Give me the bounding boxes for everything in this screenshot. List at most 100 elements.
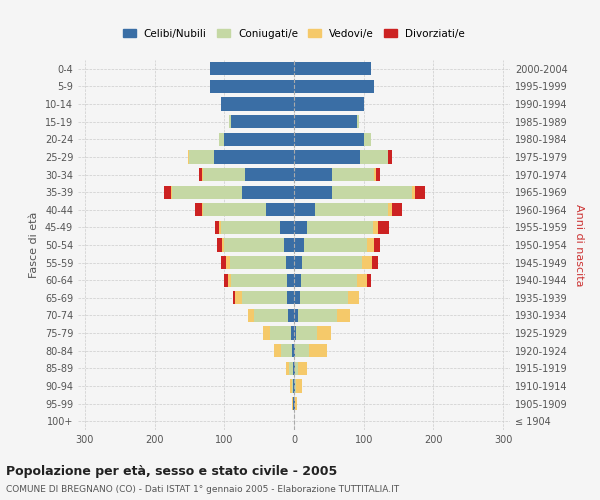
Bar bbox=[332, 186, 412, 198]
Bar bbox=[217, 238, 222, 252]
Bar bbox=[388, 203, 392, 216]
Bar bbox=[360, 150, 388, 164]
Bar bbox=[310, 344, 327, 358]
Y-axis label: Fasce di età: Fasce di età bbox=[29, 212, 39, 278]
Bar bbox=[219, 132, 224, 146]
Bar bbox=[215, 221, 219, 234]
Bar bbox=[280, 221, 294, 234]
Bar bbox=[315, 203, 388, 216]
Bar bbox=[357, 115, 359, 128]
Bar bbox=[294, 168, 332, 181]
Bar bbox=[269, 326, 290, 340]
Bar bbox=[357, 274, 367, 287]
Bar bbox=[362, 256, 372, 269]
Bar bbox=[379, 221, 389, 234]
Bar bbox=[219, 221, 221, 234]
Bar bbox=[231, 115, 294, 128]
Bar bbox=[199, 168, 202, 181]
Bar bbox=[229, 115, 231, 128]
Bar bbox=[317, 326, 331, 340]
Bar bbox=[302, 256, 362, 269]
Bar bbox=[214, 150, 294, 164]
Bar bbox=[224, 238, 284, 252]
Bar bbox=[296, 380, 302, 392]
Bar bbox=[224, 274, 228, 287]
Bar bbox=[374, 238, 380, 252]
Bar bbox=[295, 362, 298, 375]
Bar bbox=[294, 274, 301, 287]
Bar bbox=[301, 274, 357, 287]
Bar bbox=[202, 203, 203, 216]
Bar bbox=[289, 362, 293, 375]
Legend: Celibi/Nubili, Coniugati/e, Vedovi/e, Divorziati/e: Celibi/Nubili, Coniugati/e, Vedovi/e, Di… bbox=[119, 24, 469, 43]
Bar bbox=[284, 238, 294, 252]
Bar bbox=[367, 274, 371, 287]
Bar bbox=[242, 186, 294, 198]
Bar bbox=[281, 344, 292, 358]
Bar bbox=[274, 344, 281, 358]
Bar bbox=[294, 344, 295, 358]
Bar bbox=[233, 291, 235, 304]
Text: Popolazione per età, sesso e stato civile - 2005: Popolazione per età, sesso e stato civil… bbox=[6, 465, 337, 478]
Bar bbox=[203, 203, 266, 216]
Bar bbox=[211, 80, 294, 93]
Bar bbox=[254, 309, 289, 322]
Bar bbox=[294, 238, 304, 252]
Bar bbox=[294, 132, 364, 146]
Bar bbox=[292, 380, 293, 392]
Bar bbox=[294, 98, 364, 110]
Bar bbox=[248, 309, 254, 322]
Bar bbox=[294, 80, 374, 93]
Bar bbox=[294, 397, 295, 410]
Bar bbox=[295, 380, 296, 392]
Bar bbox=[203, 168, 245, 181]
Bar bbox=[294, 203, 315, 216]
Bar bbox=[294, 115, 357, 128]
Bar bbox=[373, 221, 379, 234]
Bar bbox=[293, 380, 294, 392]
Bar bbox=[332, 168, 374, 181]
Bar bbox=[292, 397, 293, 410]
Bar bbox=[372, 256, 377, 269]
Bar bbox=[221, 256, 226, 269]
Bar bbox=[349, 291, 359, 304]
Bar bbox=[294, 150, 360, 164]
Bar bbox=[376, 168, 380, 181]
Bar bbox=[392, 203, 402, 216]
Bar bbox=[304, 238, 367, 252]
Bar bbox=[245, 168, 294, 181]
Bar bbox=[299, 291, 349, 304]
Bar bbox=[172, 186, 242, 198]
Bar bbox=[294, 291, 299, 304]
Bar bbox=[374, 168, 376, 181]
Bar bbox=[294, 221, 307, 234]
Bar bbox=[190, 150, 214, 164]
Bar bbox=[295, 397, 297, 410]
Bar bbox=[242, 291, 287, 304]
Bar bbox=[221, 98, 294, 110]
Bar bbox=[388, 150, 392, 164]
Bar bbox=[412, 186, 415, 198]
Bar bbox=[294, 326, 296, 340]
Bar bbox=[290, 380, 292, 392]
Bar bbox=[337, 309, 350, 322]
Bar bbox=[230, 256, 286, 269]
Bar bbox=[294, 380, 295, 392]
Bar bbox=[294, 309, 298, 322]
Bar bbox=[295, 344, 310, 358]
Bar bbox=[286, 256, 294, 269]
Bar bbox=[211, 62, 294, 76]
Bar bbox=[235, 291, 242, 304]
Bar bbox=[289, 309, 294, 322]
Bar bbox=[195, 203, 202, 216]
Bar bbox=[222, 238, 224, 252]
Bar bbox=[164, 186, 170, 198]
Bar bbox=[226, 256, 230, 269]
Bar bbox=[367, 238, 374, 252]
Bar bbox=[298, 362, 307, 375]
Y-axis label: Anni di nascita: Anni di nascita bbox=[574, 204, 584, 286]
Bar bbox=[296, 326, 317, 340]
Bar bbox=[294, 186, 332, 198]
Bar bbox=[287, 291, 294, 304]
Bar bbox=[293, 397, 294, 410]
